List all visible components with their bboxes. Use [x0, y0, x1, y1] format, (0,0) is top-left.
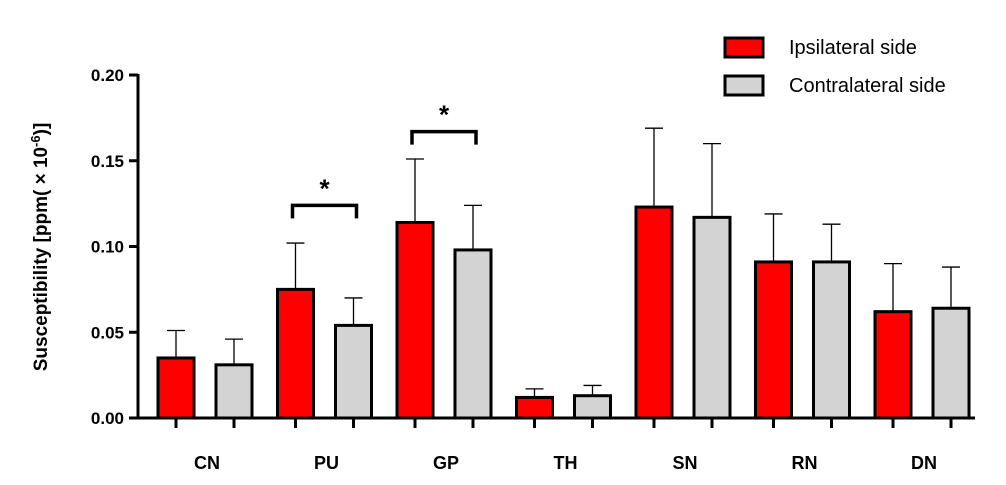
y-tick-label: 0.05	[91, 323, 124, 342]
bar-sn-ipsilateral	[634, 205, 674, 420]
legend: Ipsilateral side Contralateral side	[723, 36, 946, 97]
significance-asterisk: *	[319, 173, 330, 203]
bar-pu-contralateral	[334, 323, 373, 420]
significance-bracket	[290, 203, 359, 219]
x-category-label: PU	[314, 453, 339, 473]
legend-swatch	[723, 36, 765, 59]
significance-annotations: **	[290, 100, 478, 219]
legend-label: Contralateral side	[789, 75, 946, 97]
x-category-label: SN	[672, 453, 697, 473]
x-category-label: CN	[194, 453, 220, 473]
x-category-label: GP	[433, 453, 459, 473]
bar-gp-contralateral	[453, 248, 493, 420]
significance-bracket	[410, 129, 478, 145]
bar-th-ipsilateral	[515, 395, 554, 420]
bar-pu-ipsilateral	[276, 287, 315, 420]
x-category-label: TH	[554, 453, 578, 473]
bars	[156, 127, 971, 420]
y-tick-label: 0.20	[91, 66, 124, 85]
bar-rn-contralateral	[812, 260, 851, 420]
y-tick-label: 0.00	[91, 409, 124, 428]
y-axis-label: Susceptibility [ppm( × 10-6)]	[28, 123, 53, 372]
bar-rn-ipsilateral	[754, 260, 793, 420]
legend-swatch	[723, 74, 765, 97]
x-axis: CN PU GP TH SN RN DN	[137, 416, 975, 473]
bar-dn-ipsilateral	[873, 310, 913, 420]
bar-dn-contralateral	[931, 306, 971, 420]
significance-asterisk: *	[439, 100, 450, 130]
y-tick-label: 0.15	[91, 152, 124, 171]
x-category-label: RN	[792, 453, 818, 473]
bar-th-contralateral	[573, 394, 612, 420]
x-category-label: DN	[911, 453, 937, 473]
bar-cn-contralateral	[214, 363, 254, 420]
bar-gp-ipsilateral	[395, 220, 435, 420]
legend-label: Ipsilateral side	[789, 37, 917, 59]
bar-sn-contralateral	[692, 215, 732, 420]
bar-cn-ipsilateral	[156, 356, 196, 420]
y-axis: 0.00 0.05 0.10 0.15 0.20	[91, 66, 140, 428]
y-tick-label: 0.10	[91, 238, 124, 257]
